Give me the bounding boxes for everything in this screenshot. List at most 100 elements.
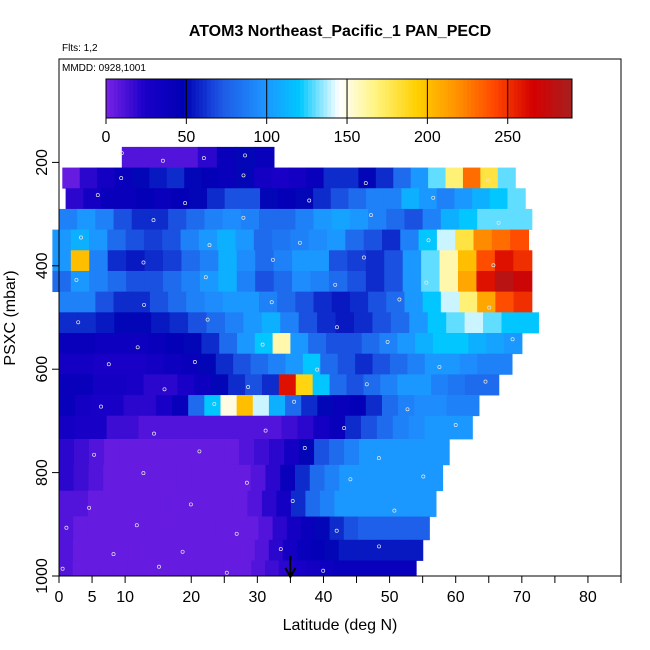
colorbar-segment — [183, 79, 188, 118]
heat-cell — [121, 146, 142, 168]
sample-marker — [162, 387, 167, 392]
flights-note: Flts: 1,2 — [62, 43, 98, 54]
heat-cell — [422, 208, 442, 231]
heat-cell — [285, 395, 302, 417]
heat-cell — [141, 560, 156, 577]
heat-cell — [186, 415, 203, 440]
sample-marker — [111, 552, 116, 557]
heat-cell — [454, 188, 473, 210]
heat-cell — [424, 353, 443, 375]
colorbar-segment — [486, 79, 491, 118]
colorbar-tick-label: 250 — [494, 129, 521, 146]
heat-cell — [464, 312, 484, 334]
sample-marker — [290, 499, 295, 503]
colorbar-segment — [533, 79, 538, 118]
heat-cell — [264, 560, 280, 577]
heat-cell — [271, 167, 290, 189]
heat-cell — [174, 490, 191, 517]
x-axis-label: Latitude (deg N) — [283, 617, 398, 634]
heat-cell — [100, 539, 116, 561]
colorbar-segment — [140, 79, 146, 118]
heat-cell — [258, 516, 274, 541]
heat-cell — [319, 560, 335, 577]
x-tick-label: 10 — [116, 589, 134, 606]
heat-cell — [146, 353, 165, 375]
heat-cell — [290, 333, 309, 355]
heat-cell — [414, 374, 432, 396]
heat-cell — [507, 188, 526, 210]
sample-marker — [348, 477, 353, 482]
colorbar-segment — [187, 79, 192, 118]
heat-cell — [366, 188, 385, 210]
sample-marker — [342, 426, 347, 431]
heat-cell — [149, 291, 169, 313]
heat-cell — [349, 208, 369, 231]
y-tick-label: 1000 — [34, 558, 51, 594]
heat-cell — [440, 208, 460, 231]
heat-cell — [259, 291, 278, 313]
colorbar-segment — [494, 79, 499, 118]
heat-cell — [446, 395, 464, 417]
heat-cell — [481, 374, 500, 396]
colorbar-segment — [540, 79, 546, 118]
heat-cell — [223, 560, 239, 577]
colorbar-segment — [311, 79, 317, 118]
heat-cell — [343, 333, 363, 355]
heat-cell — [259, 208, 278, 231]
heat-cell — [180, 353, 199, 375]
heat-cell — [290, 490, 307, 517]
heat-cell — [232, 490, 249, 517]
colorbar-segment — [401, 79, 406, 118]
colorbar-segment — [525, 79, 530, 118]
heat-cell — [472, 188, 491, 210]
heat-cell — [308, 229, 328, 251]
heat-cell — [347, 270, 367, 293]
heat-cell — [427, 464, 444, 492]
heat-cell — [70, 250, 90, 272]
heat-cell — [204, 395, 222, 417]
heat-cell — [236, 250, 256, 272]
heat-cell — [160, 490, 176, 517]
heat-cell — [374, 560, 390, 577]
heat-cell — [381, 229, 401, 251]
heat-cell — [446, 312, 466, 334]
heat-cell — [169, 312, 189, 334]
colorbar-segment — [323, 79, 328, 118]
heat-cell — [313, 208, 333, 231]
heat-cell — [380, 539, 396, 561]
colorbar-segment — [521, 79, 526, 118]
plot-frame — [58, 58, 622, 577]
heat-cell — [94, 333, 113, 355]
heat-cell — [331, 208, 351, 231]
sample-marker — [207, 243, 212, 248]
heat-cell — [242, 188, 261, 210]
heat-cell — [163, 250, 183, 272]
heat-cell — [191, 464, 208, 492]
heat-cell — [163, 270, 183, 293]
heat-cell — [389, 353, 408, 375]
heat-cell — [296, 539, 312, 561]
sample-marker — [183, 201, 188, 206]
colorbar-segment — [517, 79, 522, 118]
sample-marker — [142, 302, 147, 307]
heat-cell — [74, 415, 92, 440]
heat-cell — [114, 167, 133, 189]
heat-cell — [144, 270, 164, 293]
heat-cell — [404, 439, 420, 466]
colorbar-tick-label: 100 — [253, 129, 280, 146]
heat-cell — [218, 250, 238, 272]
heat-cell — [114, 539, 130, 561]
colorbar-segment — [129, 79, 134, 118]
sample-marker — [392, 508, 397, 513]
colorbar-segment — [482, 79, 487, 118]
heat-cell — [345, 415, 362, 440]
sample-marker — [297, 240, 302, 245]
heat-cell — [407, 353, 426, 375]
heat-cell — [178, 146, 199, 168]
colorbar-segment — [370, 79, 375, 118]
heat-cell — [181, 250, 201, 272]
heat-cell — [368, 291, 387, 313]
heat-cell — [495, 291, 515, 313]
heat-cell — [95, 208, 115, 231]
y-axis-label: PSXC (mbar) — [2, 270, 19, 365]
